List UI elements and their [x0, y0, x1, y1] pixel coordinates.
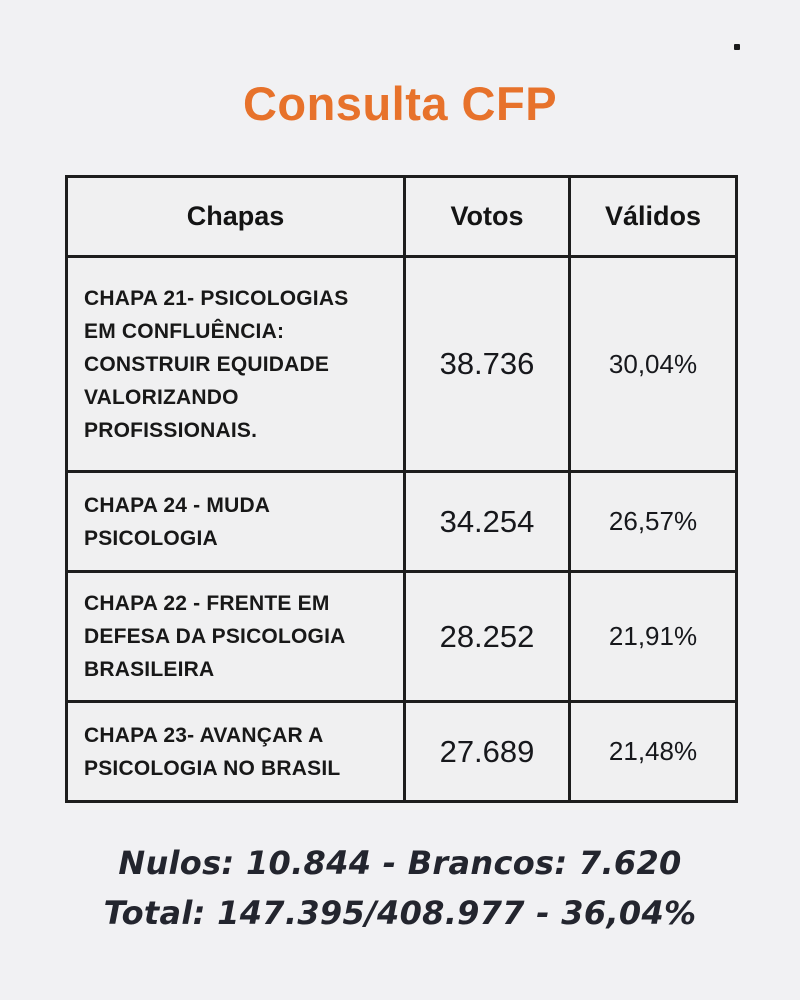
table-row: CHAPA 24 - MUDA PSICOLOGIA 34.254 26,57%: [65, 470, 738, 573]
table-row: CHAPA 23- AVANÇAR A PSICOLOGIA NO BRASIL…: [65, 700, 738, 803]
footer-notes: Nulos: 10.844 - Brancos: 7.620 Total: 14…: [0, 838, 800, 938]
chapa-name: CHAPA 24 - MUDA PSICOLOGIA: [65, 470, 406, 573]
chapa-valid-pct: 26,57%: [568, 470, 738, 573]
column-header-validos: Válidos: [568, 175, 738, 258]
column-header-chapas: Chapas: [65, 175, 406, 258]
chapa-valid-pct: 21,48%: [568, 700, 738, 803]
chapa-name: CHAPA 22 - FRENTE EM DEFESA DA PSICOLOGI…: [65, 570, 406, 703]
table-row: CHAPA 22 - FRENTE EM DEFESA DA PSICOLOGI…: [65, 570, 738, 703]
chapa-name: CHAPA 21- PSICOLOGIAS EM CONFLUÊNCIA: CO…: [65, 255, 406, 473]
total-line: Total: 147.395/408.977 - 36,04%: [103, 894, 697, 932]
chapa-votes: 38.736: [403, 255, 571, 473]
chapa-votes: 34.254: [403, 470, 571, 573]
column-header-votos: Votos: [403, 175, 571, 258]
chapa-votes: 27.689: [403, 700, 571, 803]
results-table: Chapas Votos Válidos CHAPA 21- PSICOLOGI…: [65, 175, 738, 803]
speck-artifact: [734, 44, 740, 50]
table-header-row: Chapas Votos Válidos: [65, 175, 738, 258]
chapa-valid-pct: 21,91%: [568, 570, 738, 703]
nulos-brancos-line: Nulos: 10.844 - Brancos: 7.620: [118, 844, 682, 882]
chapa-name: CHAPA 23- AVANÇAR A PSICOLOGIA NO BRASIL: [65, 700, 406, 803]
chapa-votes: 28.252: [403, 570, 571, 703]
page-title: Consulta CFP: [242, 77, 558, 130]
chapa-valid-pct: 30,04%: [568, 255, 738, 473]
table-row: CHAPA 21- PSICOLOGIAS EM CONFLUÊNCIA: CO…: [65, 255, 738, 473]
